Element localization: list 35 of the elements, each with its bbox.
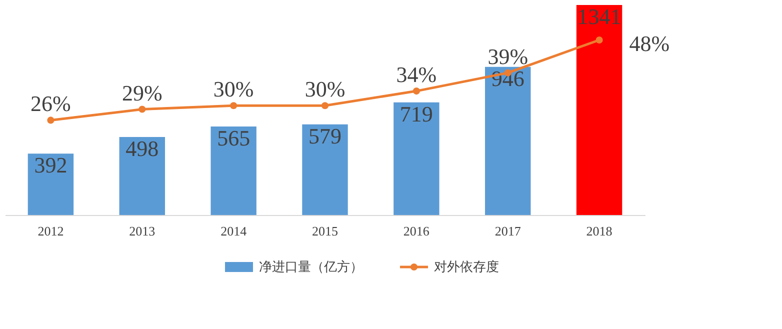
- x-tick-label: 2016: [403, 224, 430, 238]
- x-tick-label: 2012: [38, 224, 64, 238]
- data-label: 26%: [30, 91, 71, 116]
- data-label: 579: [308, 123, 342, 148]
- data-label: 565: [217, 126, 250, 151]
- point: [47, 116, 54, 124]
- legend-label: 净进口量（亿方）: [259, 259, 363, 275]
- point: [321, 102, 329, 110]
- data-label: 498: [126, 136, 159, 162]
- x-tick-label: 2013: [129, 224, 156, 238]
- data-label: 34%: [396, 62, 437, 88]
- point: [412, 88, 420, 95]
- point: [138, 106, 146, 113]
- bar: [28, 154, 74, 215]
- bar: [485, 66, 531, 215]
- data-label: 392: [34, 152, 68, 178]
- data-label: 30%: [213, 76, 254, 102]
- x-tick-label: 2018: [586, 224, 612, 238]
- data-label: 29%: [122, 80, 162, 106]
- x-tick-label: 2015: [312, 224, 338, 238]
- data-label: 39%: [488, 44, 528, 69]
- point: [596, 36, 603, 44]
- point: [230, 102, 238, 110]
- bar: [576, 5, 622, 215]
- bar: [119, 137, 165, 215]
- data-label: 1341: [577, 4, 622, 29]
- bar: [302, 124, 348, 215]
- x-tick-label: 2017: [494, 224, 522, 238]
- data-label: 719: [400, 101, 433, 126]
- x-tick-label: 2014: [220, 224, 248, 238]
- bar: [394, 102, 440, 215]
- data-label: 30%: [304, 76, 346, 102]
- bar: [210, 126, 256, 215]
- data-label: 48%: [629, 31, 670, 56]
- legend-label: 对外依存度: [434, 259, 499, 275]
